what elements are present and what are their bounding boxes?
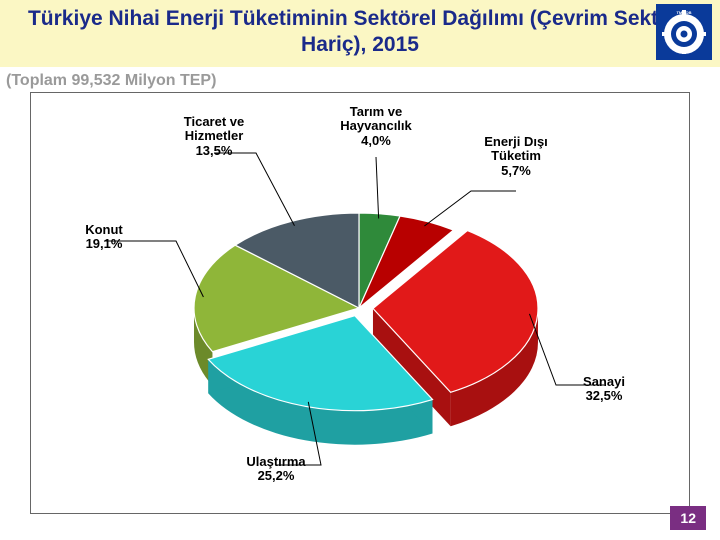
pie-chart-frame: Tarım veHayvancılık4,0%Enerji DışıTüketi… <box>30 92 690 514</box>
page-title: Türkiye Nihai Enerji Tüketiminin Sektöre… <box>10 6 710 59</box>
title-banner: Türkiye Nihai Enerji Tüketiminin Sektöre… <box>0 0 720 68</box>
pie-chart-3d <box>31 93 689 511</box>
svg-text:TMMOB: TMMOB <box>676 10 691 15</box>
page-number-badge: 12 <box>670 506 706 530</box>
org-logo-icon: TMMOB <box>656 4 712 60</box>
subtitle-total: (Toplam 99,532 Milyon TEP) <box>0 68 720 92</box>
